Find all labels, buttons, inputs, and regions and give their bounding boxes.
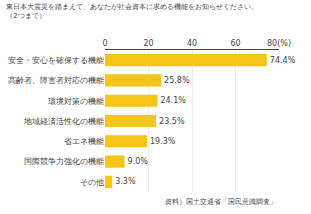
svg-text:19.3%: 19.3% [150,137,176,146]
svg-text:24.1%: 24.1% [160,96,186,105]
svg-text:23.5%: 23.5% [159,117,185,126]
svg-text:安全・安心を確保する機能: 安全・安心を確保する機能 [8,56,104,65]
svg-text:25.8%: 25.8% [164,76,190,85]
svg-text:省エネ機能: 省エネ機能 [64,137,104,146]
svg-text:40: 40 [187,39,197,48]
svg-text:0: 0 [102,39,107,48]
svg-text:74.4%: 74.4% [270,56,296,65]
svg-text:環境対策の機能: 環境対策の機能 [48,97,104,106]
svg-text:高齢者、障害者対応の機能: 高齢者、障害者対応の機能 [8,76,104,85]
svg-text:9.0%: 9.0% [128,157,149,166]
svg-text:その他: その他 [80,178,104,187]
svg-text:東日本大震災を踏まえて、あなたが社会資本に求める機能をお知ら: 東日本大震災を踏まえて、あなたが社会資本に求める機能をお知らせください。（2つま… [6,3,258,20]
svg-text:60: 60 [230,39,240,48]
svg-text:3.3%: 3.3% [115,177,136,186]
svg-text:資料）国土交通省「国民意識調査」: 資料）国土交通省「国民意識調査」 [165,198,277,206]
svg-text:80(%): 80(%) [267,39,291,48]
svg-text:20: 20 [143,39,153,48]
svg-text:国際競争力強化の機能: 国際競争力強化の機能 [24,157,104,166]
svg-text:地域経済活性化の機能: 地域経済活性化の機能 [23,117,104,126]
